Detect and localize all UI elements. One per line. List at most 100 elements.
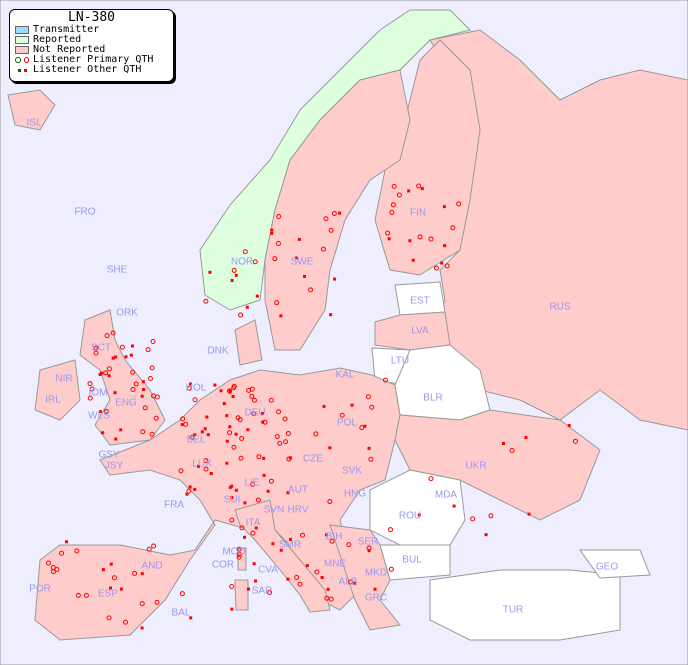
legend-label: Not Reported <box>33 44 106 55</box>
listener-other-qth <box>114 355 118 359</box>
listener-other-qth <box>417 513 421 517</box>
listener-primary-qth <box>231 444 237 450</box>
region-fin <box>374 39 481 276</box>
country-label-cze: CZE <box>303 453 323 465</box>
country-label-ser: SER <box>357 536 379 548</box>
listener-other-qth <box>109 562 113 566</box>
listener-primary-qth <box>339 412 345 418</box>
listener-primary-qth <box>285 430 291 436</box>
listener-other-qth <box>329 313 333 317</box>
listener-primary-qth <box>227 430 233 436</box>
listener-other-qth <box>254 526 258 530</box>
listener-other-qth <box>324 533 328 537</box>
listener-primary-qth <box>359 425 365 431</box>
country-label-hol: HOL <box>185 382 207 394</box>
listener-other-qth <box>302 274 306 278</box>
listener-other-qth <box>320 575 324 579</box>
listener-other-qth <box>326 587 330 591</box>
region-swe <box>264 69 411 351</box>
country-label-iom: IOM <box>88 387 108 399</box>
listener-primary-qth <box>154 394 160 400</box>
listener-other-qth <box>230 496 234 500</box>
country-label-sct: SCT <box>91 342 111 354</box>
listener-primary-qth <box>147 376 153 382</box>
listener-other-qth <box>333 277 337 281</box>
listener-primary-qth <box>275 240 281 246</box>
legend-label: Transmitter <box>33 24 100 35</box>
listener-primary-qth <box>151 543 157 549</box>
country-label-deu: DEU <box>244 407 266 419</box>
listener-primary-qth <box>297 581 303 587</box>
listener-other-qth <box>206 433 210 437</box>
listener-primary-qth <box>111 575 117 581</box>
listener-other-qth <box>119 587 123 591</box>
country-label-kal: KAL <box>335 369 355 381</box>
legend-reported: Reported <box>10 35 173 45</box>
legend-label: Listener Other QTH <box>33 64 142 75</box>
listener-primary-qth <box>250 530 256 536</box>
listener-primary-qth <box>417 234 423 240</box>
listener-primary-qth <box>329 538 335 544</box>
country-label-lie: LIE <box>244 477 260 489</box>
region-cor <box>237 547 247 571</box>
listener-primary-qth <box>87 395 93 401</box>
country-label-isl: ISL <box>26 117 42 129</box>
listener-primary-qth <box>83 592 89 598</box>
listener-primary-qth <box>276 213 282 219</box>
listener-other-qth <box>196 464 200 468</box>
country-label-and: AND <box>141 560 163 572</box>
region-irl <box>34 359 81 421</box>
listener-primary-qth <box>179 591 185 597</box>
legend: LN-380 Transmitter Reported Not Reported… <box>9 9 174 82</box>
listener-other-qth <box>297 237 301 241</box>
listener-primary-qth <box>192 397 198 403</box>
map-title: LN-380 <box>68 10 115 25</box>
region-ukr <box>394 409 601 521</box>
listener-primary-qth <box>186 385 192 391</box>
country-label-sui: SUI <box>223 494 241 506</box>
listener-primary-qth <box>235 415 241 421</box>
region-gbr <box>79 309 166 446</box>
listener-primary-qth <box>327 499 333 505</box>
country-label-geo: GEO <box>595 561 619 573</box>
listener-primary-qth <box>229 583 235 589</box>
listener-primary-qth <box>178 468 184 474</box>
listener-primary-qth <box>313 431 319 437</box>
country-label-rou: ROU <box>398 510 422 522</box>
listener-other-qth <box>254 579 258 583</box>
listener-primary-qth <box>369 404 375 410</box>
listener-other-qth <box>219 389 223 393</box>
country-label-mco: MCO <box>222 546 246 558</box>
listener-other-qth <box>114 437 118 441</box>
listener-primary-qth <box>59 550 65 556</box>
listener-primary-qth <box>229 517 235 523</box>
country-label-nor: NOR <box>230 256 254 268</box>
country-label-lux: LUX <box>192 458 212 470</box>
listener-primary-qth <box>274 433 280 439</box>
listener-primary-qth <box>203 298 209 304</box>
listener-other-qth <box>527 512 531 516</box>
listener-other-qth <box>270 228 274 232</box>
listener-primary-qth <box>299 532 305 538</box>
listener-other-qth <box>101 568 105 572</box>
listener-markers <box>46 183 578 630</box>
listener-other-qth <box>270 231 274 235</box>
country-label-esp: ESP <box>97 588 119 600</box>
listener-primary-qth <box>54 567 60 573</box>
country-label-aut: AUT <box>288 484 308 496</box>
listener-other-qth <box>420 187 424 191</box>
listener-other-qth <box>289 537 293 541</box>
listener-other-qth <box>99 371 103 375</box>
listener-other-qth <box>203 427 207 431</box>
listener-other-qth <box>228 485 232 489</box>
listener-primary-qth <box>416 183 422 189</box>
listener-other-qth <box>245 305 249 309</box>
country-label-swe: SWE <box>290 256 314 268</box>
listener-primary-qth <box>433 265 439 271</box>
listener-other-qth <box>119 428 123 432</box>
listener-primary-qth <box>150 339 156 345</box>
country-label-mda: MDA <box>434 489 458 501</box>
listener-primary-qth <box>314 569 320 575</box>
listener-primary-qth <box>189 434 195 440</box>
